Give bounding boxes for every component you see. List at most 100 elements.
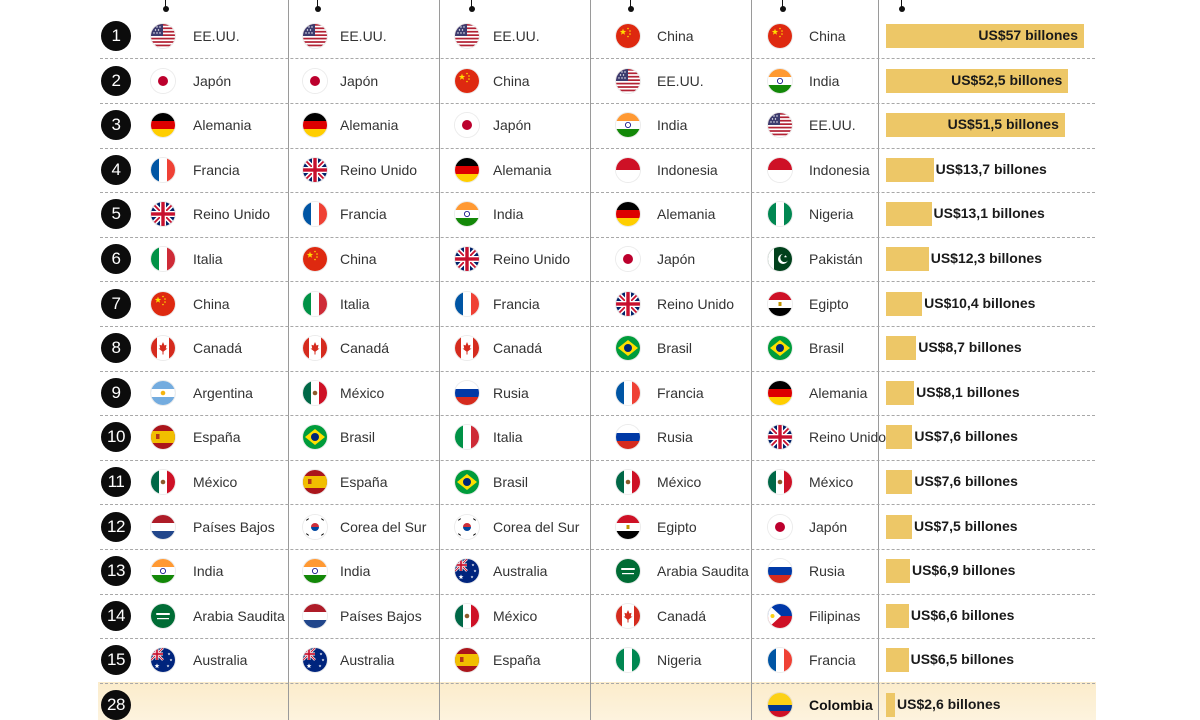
flag-india-icon [151,559,175,584]
country-name: EE.UU. [657,72,704,89]
country-name: Australia [193,652,248,669]
flag-brasil-icon [616,336,640,361]
value-bar [886,157,934,182]
flag-filipinas-icon [768,603,792,628]
flag-rusia-icon [455,380,479,405]
country-name: Alemania [193,117,252,134]
country-name: EE.UU. [193,28,240,44]
country-name: Canadá [340,340,390,357]
column-header: 2000 [340,0,367,3]
country-name: EE.UU. [809,117,856,134]
country-name: Alemania [657,206,716,223]
flag-francia-icon [455,291,479,316]
flag-francia-icon [768,648,792,673]
flag-arabia-saudita-icon [151,603,175,628]
row-divider [100,192,1095,193]
country-name: México [493,607,538,624]
value-bar [886,425,913,450]
flag-reino-unido-icon [455,247,479,271]
value-label: US$7,5 billones [914,517,1018,534]
rank-badge: 1 [101,21,131,51]
flag-corea-del-sur-icon [455,514,479,539]
country-name: Reino Unido [340,161,418,178]
header-marker-stem [901,0,902,8]
country-name: Argentina [193,384,253,401]
flag-canada-icon [303,336,327,361]
country-name: Nigeria [809,206,854,223]
flag-reino-unido-icon [768,425,792,450]
row-divider [100,460,1095,461]
flag-italia-icon [455,425,479,450]
country-name: Egipto [809,295,849,312]
flag-australia-icon [151,648,175,673]
flag-japon-icon [768,514,792,539]
header-marker-dot [163,6,169,12]
country-name: Arabia Saudita [193,607,285,624]
rank-badge: 4 [101,154,131,185]
country-name: Brasil [657,340,693,357]
rank-badge: 9 [101,377,131,408]
flag-brasil-icon [303,425,327,450]
row-divider [100,58,1095,59]
flag-indonesia-icon [768,157,792,182]
country-name: Italia [493,429,523,446]
country-name: Canadá [493,340,543,357]
flag-espana-icon [455,648,479,673]
flag-mexico-icon [768,470,792,494]
flag-egipto-icon [616,514,640,539]
flag-india-icon [303,559,327,584]
country-name: Francia [193,161,240,178]
flag-alemania-icon [455,157,479,182]
country-name: India [193,563,224,580]
flag-mexico-icon [303,380,327,405]
flag-paises-bajos-icon [303,603,327,628]
flag-francia-icon [616,380,640,405]
country-name: EE.UU. [493,28,540,44]
rank-badge: 8 [101,333,131,364]
country-name: España [193,429,241,446]
value-bar [886,247,929,271]
column-divider [288,0,289,720]
column-divider [590,0,591,720]
country-name: Australia [340,652,395,669]
value-label: US$8,1 billones [916,383,1020,400]
country-name: Pakistán [809,251,863,267]
flag-arabia-saudita-icon [616,559,640,584]
flag-ee-uu-icon [768,113,792,138]
rank-badge: 12 [101,511,131,542]
rank-badge: 11 [101,467,131,497]
flag-ee-uu-icon [616,68,640,93]
flag-india-icon [455,202,479,227]
value-bar [886,514,913,539]
header-marker-dot [780,6,786,12]
row-divider [100,504,1095,505]
country-name: Italia [193,251,223,267]
country-name: China [193,295,230,312]
flag-nigeria-icon [768,202,792,227]
row-divider [100,594,1095,595]
country-name: China [809,28,846,44]
flag-italia-icon [303,291,327,316]
country-name: China [657,28,694,44]
value-bar [886,336,917,361]
row-divider [100,638,1095,639]
flag-canada-icon [616,603,640,628]
row-divider [100,549,1095,550]
value-label: US$8,7 billones [918,339,1022,356]
flag-paises-bajos-icon [151,514,175,539]
flag-japon-icon [151,68,175,93]
value-label: US$13,7 billones [935,160,1047,177]
value-bar [886,603,909,628]
country-name: Colombia [809,697,873,713]
rank-badge: 10 [101,422,131,453]
country-name: Reino Unido [493,251,571,267]
country-name: Corea del Sur [340,518,427,535]
value-label: US$6,9 billones [911,562,1016,579]
country-name: EE.UU. [340,28,387,44]
flag-australia-icon [455,559,479,584]
flag-reino-unido-icon [151,202,175,227]
column-header: 2050 [657,0,684,3]
header-marker-dot [469,6,475,12]
column-divider [878,0,879,720]
header-marker-stem [165,0,166,8]
